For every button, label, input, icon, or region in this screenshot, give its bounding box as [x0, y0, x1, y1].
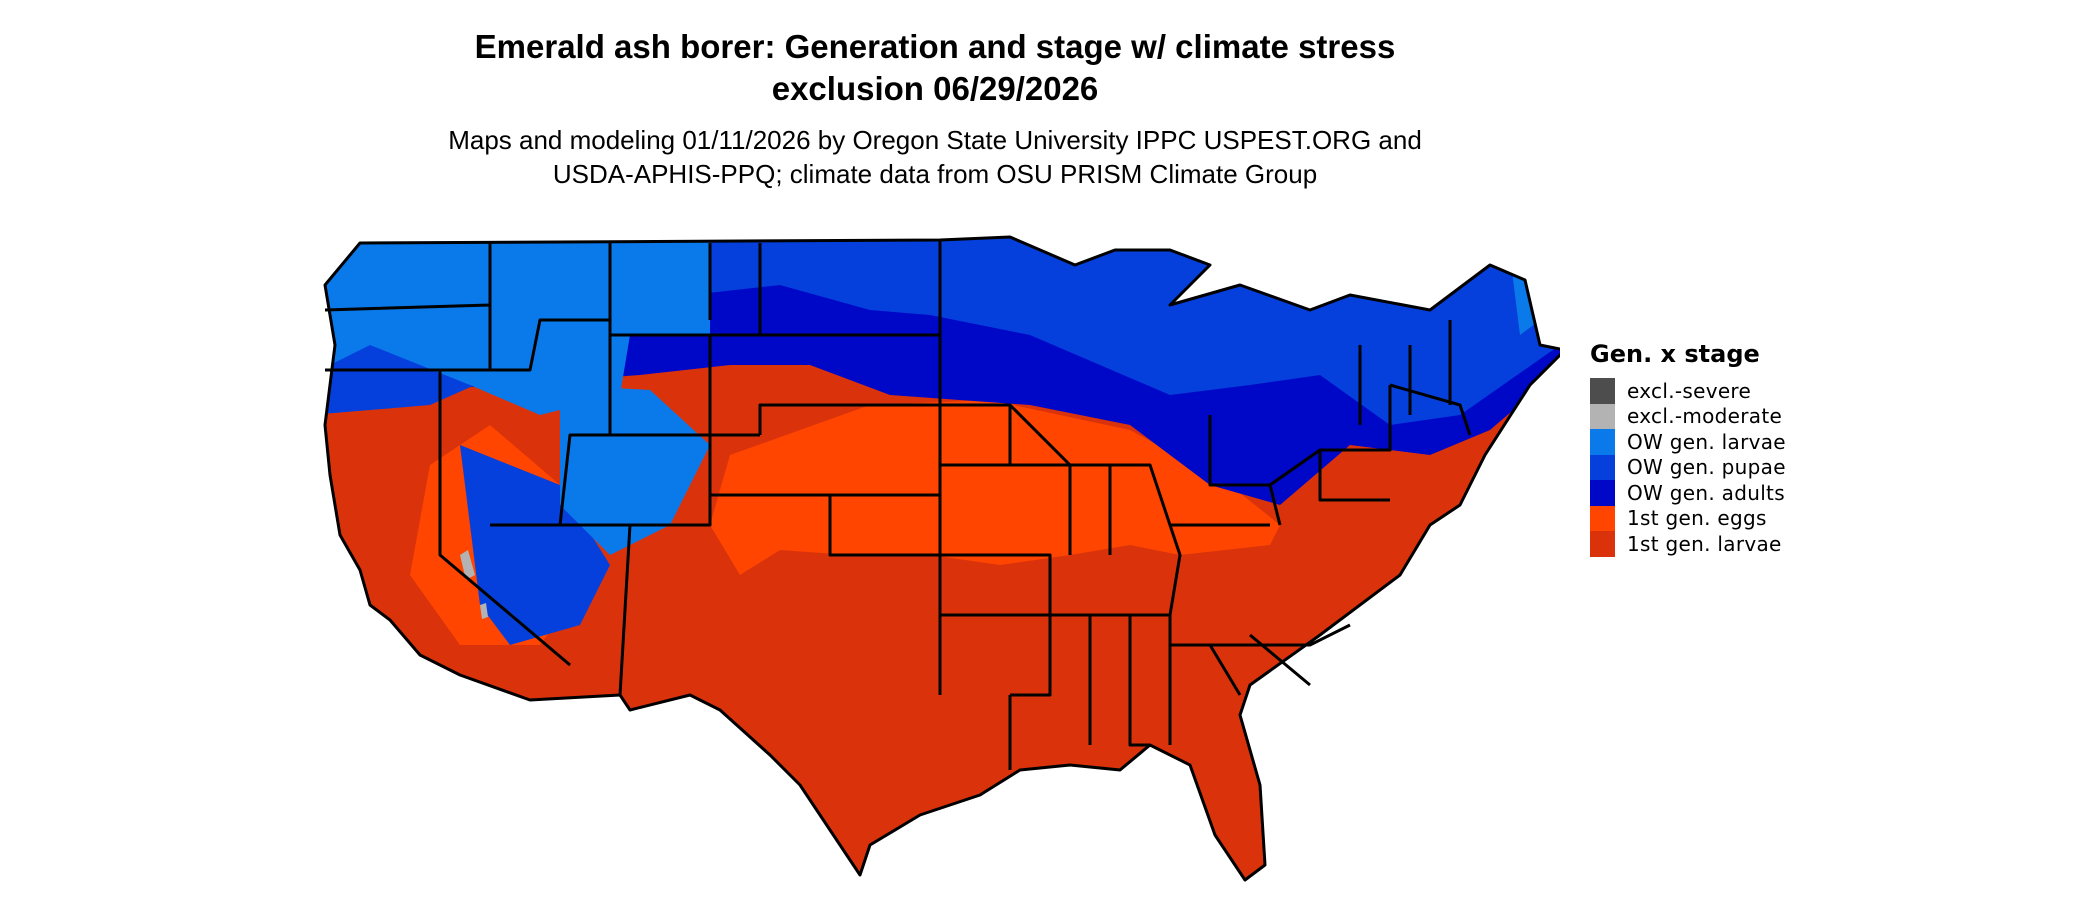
legend-swatch [1590, 454, 1615, 480]
legend-item: excl.-moderate [1590, 403, 1786, 429]
title-line-2: exclusion 06/29/2026 [771, 70, 1099, 107]
zone-ow-larvae [325, 237, 1560, 555]
legend-items: excl.-severe excl.-moderate OW gen. larv… [1590, 378, 1786, 557]
state-boundaries [323, 235, 1560, 882]
legend-label: OW gen. larvae [1627, 429, 1786, 454]
legend-swatch [1590, 531, 1615, 557]
legend-swatch [1590, 480, 1615, 506]
legend-swatch [1590, 505, 1615, 531]
legend-item: 1st gen. eggs [1590, 505, 1786, 531]
title-line-1: Emerald ash borer: Generation and stage … [474, 28, 1396, 65]
zone-excl-moderate [460, 550, 488, 619]
legend-item: OW gen. larvae [1590, 429, 1786, 455]
legend-label: OW gen. adults [1627, 480, 1785, 505]
subtitle-line-1: Maps and modeling 01/11/2026 by Oregon S… [448, 125, 1422, 155]
legend: Gen. x stage excl.-severe excl.-moderate… [1590, 340, 1786, 557]
legend-title: Gen. x stage [1590, 340, 1760, 368]
subtitle-line-2: USDA-APHIS-PPQ; climate data from OSU PR… [552, 159, 1318, 189]
legend-label: 1st gen. larvae [1627, 531, 1782, 556]
legend-swatch [1590, 378, 1615, 404]
legend-item: OW gen. adults [1590, 480, 1786, 506]
legend-label: excl.-moderate [1627, 404, 1783, 429]
country-outline [323, 235, 1560, 882]
stage-fill-layer [325, 237, 1560, 880]
us-stage-map [323, 235, 1560, 882]
map-subtitle: Maps and modeling 01/11/2026 by Oregon S… [0, 123, 1870, 191]
legend-label: OW gen. pupae [1627, 455, 1786, 480]
legend-label: 1st gen. eggs [1627, 506, 1767, 531]
legend-swatch [1590, 403, 1615, 429]
map-title: Emerald ash borer: Generation and stage … [0, 26, 1870, 110]
zone-1st-gen-eggs [410, 400, 1280, 645]
legend-item: 1st gen. larvae [1590, 531, 1786, 557]
legend-item: excl.-severe [1590, 378, 1786, 404]
state-lines [324, 240, 1472, 770]
legend-label: excl.-severe [1627, 378, 1752, 403]
legend-item: OW gen. pupae [1590, 454, 1786, 480]
legend-swatch [1590, 429, 1615, 455]
